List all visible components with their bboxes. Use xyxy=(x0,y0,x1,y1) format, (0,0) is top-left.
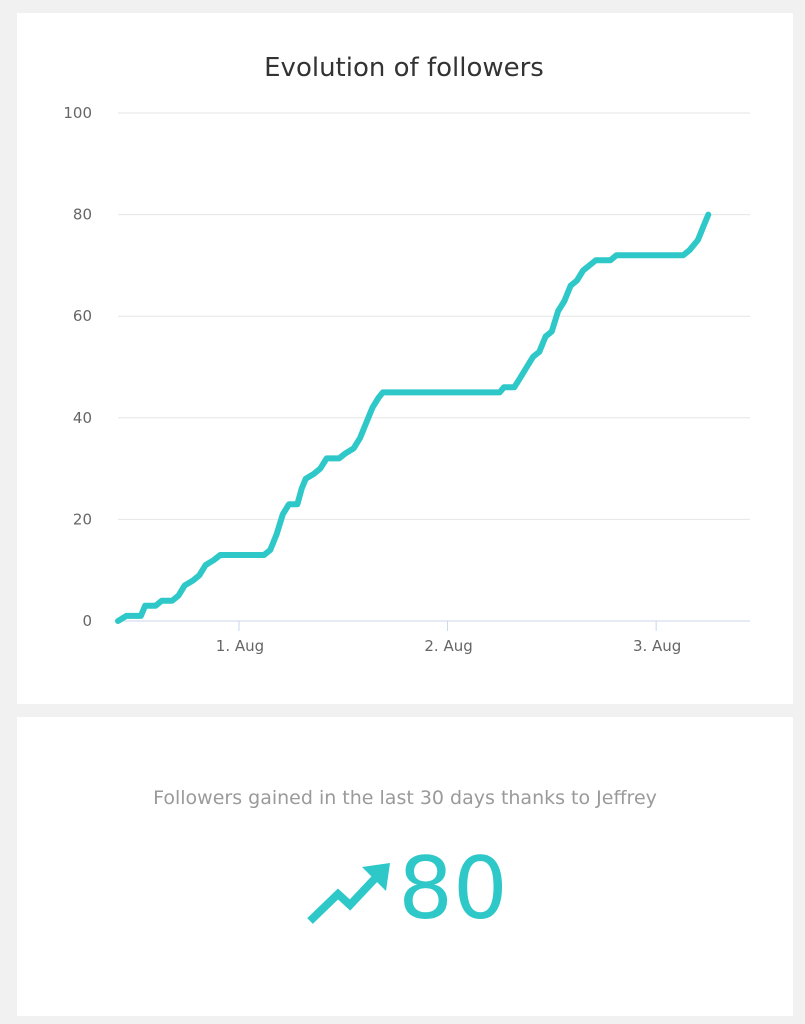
y-tick-label-80: 80 xyxy=(73,206,92,224)
trending-up-icon xyxy=(307,863,391,924)
y-tick-label-60: 60 xyxy=(73,307,92,325)
y-tick-label-20: 20 xyxy=(73,510,92,528)
grid-lines xyxy=(118,112,750,520)
y-axis-labels: 0 20 40 60 80 100 xyxy=(63,104,92,630)
stat-card: Followers gained in the last 30 days tha… xyxy=(17,717,793,1016)
x-tick-label-2: 2. Aug xyxy=(424,637,472,655)
series-layer xyxy=(115,211,712,624)
series-line-1 xyxy=(115,211,712,624)
stat-caption: Followers gained in the last 30 days tha… xyxy=(153,787,657,809)
y-tick-label-0: 0 xyxy=(82,612,92,630)
y-tick-label-100: 100 xyxy=(63,104,92,122)
stat-row: 80 xyxy=(17,839,793,939)
x-tick-label-3: 3. Aug xyxy=(633,637,681,655)
x-axis-labels: 1. Aug 2. Aug 3. Aug xyxy=(216,637,682,655)
x-tick-label-1: 1. Aug xyxy=(216,637,264,655)
chart-title: Evolution of followers xyxy=(264,53,544,83)
followers-line-chart: Evolution of followers 0 20 40 60 80 100 1. A… xyxy=(63,53,750,655)
chart-card: Evolution of followers 0 20 40 60 80 100 1. A… xyxy=(17,13,793,704)
stat-value: 80 xyxy=(398,839,508,939)
y-tick-label-40: 40 xyxy=(73,409,92,427)
x-axis xyxy=(118,620,750,631)
